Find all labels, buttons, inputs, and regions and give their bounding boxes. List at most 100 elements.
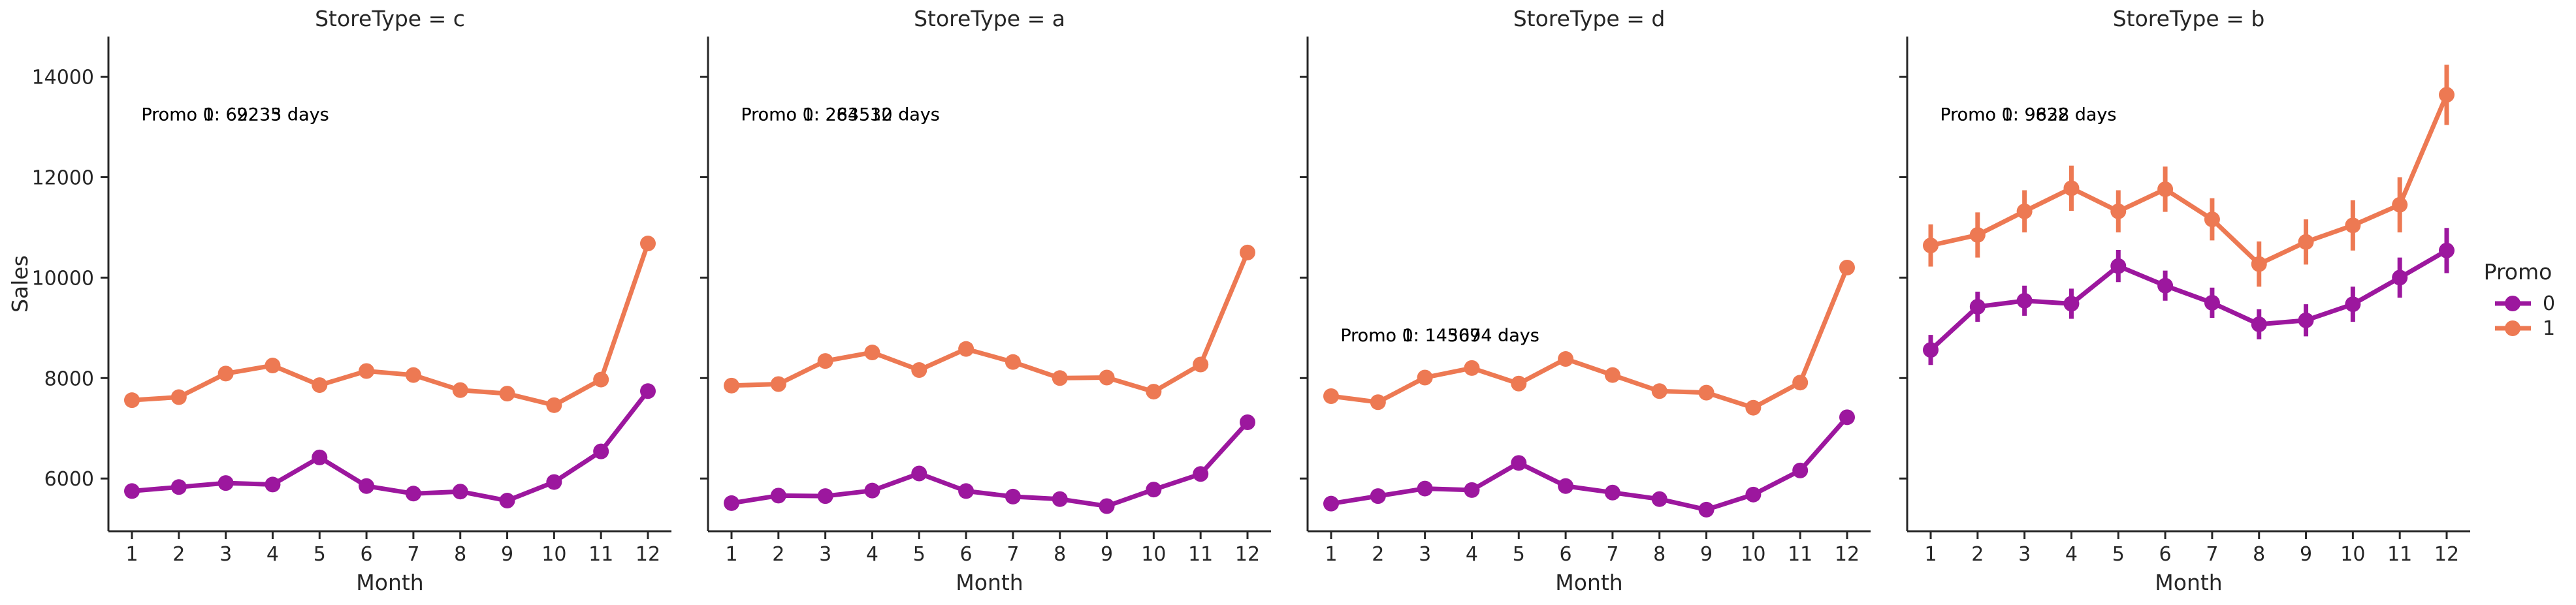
data-point <box>1417 369 1433 386</box>
x-axis-label: Month <box>356 570 423 595</box>
x-tick-label: 10 <box>541 543 566 566</box>
x-tick-label: 1 <box>125 543 138 566</box>
x-axis-label: Month <box>1555 570 1622 595</box>
data-point <box>2298 234 2314 250</box>
x-tick-label: 8 <box>1653 543 1666 566</box>
x-tick-label: 9 <box>2300 543 2312 566</box>
series-promo-0 <box>1323 409 1855 518</box>
data-point <box>2298 312 2314 328</box>
x-tick-label: 11 <box>2387 543 2412 566</box>
x-tick-label: 5 <box>913 543 926 566</box>
data-point <box>593 371 609 388</box>
data-point <box>724 377 739 394</box>
data-point <box>1923 238 1939 254</box>
data-point <box>770 488 786 504</box>
data-point <box>1839 259 1855 275</box>
data-point <box>1240 244 1255 260</box>
data-point <box>2439 87 2455 103</box>
data-point <box>958 341 974 357</box>
data-point <box>170 389 187 405</box>
data-point <box>1099 498 1115 514</box>
data-point <box>1005 354 1021 370</box>
data-point <box>1839 409 1855 426</box>
series-promo-1 <box>1923 65 2455 287</box>
data-point <box>1923 342 1939 358</box>
promo-day-count-annotation: Promo 0: 69235 days <box>141 104 329 125</box>
legend-label: 1 <box>2543 317 2555 340</box>
data-point <box>1146 482 1162 498</box>
data-point <box>312 449 328 465</box>
x-axis-label: Month <box>956 570 1023 595</box>
series-promo-1 <box>124 236 656 413</box>
legend-label: 0 <box>2543 292 2555 315</box>
data-point <box>1323 495 1339 512</box>
promo-day-count-annotation: Promo 1: 62233 days <box>141 104 329 125</box>
data-point <box>1651 491 1667 507</box>
series-promo-0 <box>124 383 656 509</box>
data-point <box>546 397 562 413</box>
y-tick-label: 6000 <box>44 468 94 491</box>
x-tick-label: 2 <box>772 543 784 566</box>
data-point <box>170 479 187 495</box>
promo-day-count-annotation: Promo 1: 9632 days <box>1940 104 2116 125</box>
series-line <box>1330 266 1850 411</box>
x-tick-label: 10 <box>1741 543 1765 566</box>
x-tick-label: 8 <box>2253 543 2265 566</box>
legend-title: Promo <box>2484 259 2552 285</box>
data-point <box>1558 478 1574 494</box>
y-axis-label: Sales <box>7 255 33 313</box>
x-tick-label: 12 <box>2434 543 2459 566</box>
x-tick-label: 8 <box>1054 543 1066 566</box>
data-point <box>359 363 375 379</box>
data-point <box>817 488 833 504</box>
x-tick-label: 9 <box>1101 543 1113 566</box>
data-point <box>265 476 281 493</box>
data-point <box>640 383 656 399</box>
panel-title: StoreType = a <box>914 6 1065 31</box>
data-point <box>640 236 656 252</box>
series-line <box>731 420 1249 508</box>
x-tick-label: 1 <box>725 543 737 566</box>
data-point <box>1698 501 1715 518</box>
data-point <box>2251 316 2267 332</box>
x-tick-label: 5 <box>1513 543 1525 566</box>
data-point <box>499 493 515 509</box>
panel-title: StoreType = d <box>1513 6 1666 31</box>
data-point <box>2204 211 2220 228</box>
promo-day-count-annotation: Promo 1: 143074 days <box>1340 326 1539 346</box>
data-point <box>2016 203 2033 219</box>
data-point <box>593 443 609 459</box>
data-point <box>1651 383 1667 399</box>
data-point <box>1745 399 1762 416</box>
data-point <box>217 365 234 382</box>
data-point <box>817 353 833 369</box>
data-point <box>1792 462 1809 478</box>
x-tick-label: 12 <box>1835 543 1860 566</box>
data-point <box>405 367 421 383</box>
data-point <box>217 475 234 491</box>
y-tick-label: 14000 <box>32 67 94 89</box>
x-tick-label: 4 <box>1466 543 1478 566</box>
data-point <box>452 382 468 398</box>
data-point <box>864 345 880 361</box>
data-point <box>499 386 515 402</box>
x-tick-label: 3 <box>2018 543 2031 566</box>
data-point <box>1792 375 1809 391</box>
data-point <box>1969 299 1986 315</box>
x-tick-label: 11 <box>1788 543 1812 566</box>
series-promo-0 <box>1923 228 2455 365</box>
data-point <box>1604 367 1620 383</box>
data-point <box>1240 414 1255 431</box>
data-point <box>1370 488 1386 504</box>
series-line <box>131 242 651 408</box>
y-tick-label: 10000 <box>32 267 94 290</box>
series-promo-1 <box>1323 259 1855 416</box>
x-axis-label: Month <box>2155 570 2222 595</box>
y-tick-label: 8000 <box>44 367 94 390</box>
data-point <box>359 478 375 494</box>
x-tick-label: 7 <box>1606 543 1618 566</box>
x-tick-label: 9 <box>501 543 513 566</box>
data-point <box>2392 270 2408 286</box>
data-point <box>1370 394 1386 411</box>
